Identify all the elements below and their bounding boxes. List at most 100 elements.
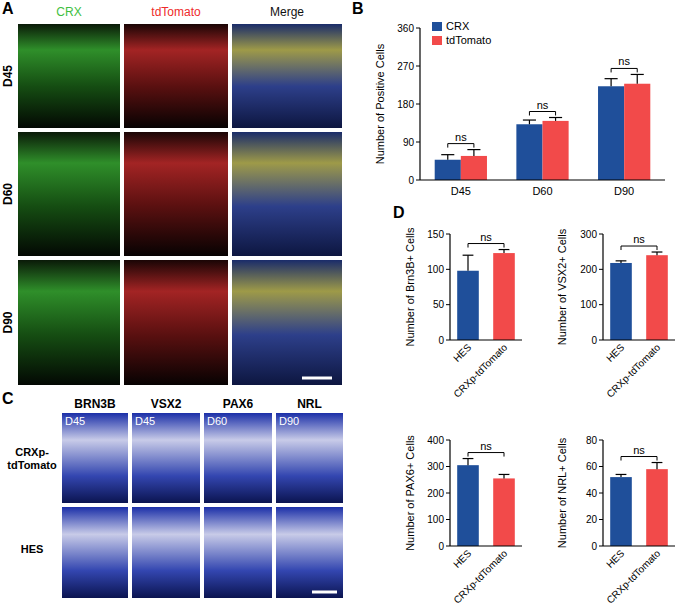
error-bar	[549, 118, 562, 121]
x-tick-label: D90	[614, 185, 634, 197]
y-tick	[446, 234, 450, 235]
column-header: VSX2	[151, 397, 182, 411]
significance-label: ns	[480, 440, 492, 452]
error-bar-stem	[529, 120, 530, 124]
bar	[516, 124, 542, 180]
micrograph	[18, 260, 120, 385]
error-bar-cap	[652, 462, 663, 463]
significance-label: ns	[633, 233, 645, 245]
y-tick	[446, 440, 450, 441]
x-axis	[603, 545, 675, 546]
y-tick	[599, 340, 603, 341]
y-tick-label: 0	[591, 541, 597, 552]
y-tick-label: 0	[438, 335, 444, 346]
plot-area	[610, 463, 668, 546]
micrograph	[232, 132, 342, 256]
column-header: NRL	[297, 397, 322, 411]
x-tick-label: HES	[604, 547, 627, 570]
error-bar-cap	[631, 74, 644, 75]
y-tick	[599, 493, 603, 494]
error-bar	[652, 252, 663, 255]
y-axis	[449, 234, 450, 340]
bar	[457, 271, 479, 340]
error-bar	[605, 79, 618, 87]
error-bar-stem	[637, 74, 638, 83]
y-tick-label: 200	[580, 264, 597, 275]
error-bar-stem	[656, 463, 657, 470]
y-tick	[599, 269, 603, 270]
y-tick	[416, 180, 420, 181]
panel-label: D	[393, 204, 405, 221]
micrograph	[276, 413, 343, 503]
row-label-part: tdTomato	[7, 459, 57, 471]
error-bar	[616, 261, 627, 263]
micrograph	[204, 507, 272, 598]
significance-bracket	[468, 244, 504, 248]
bar	[493, 478, 515, 546]
significance-bracket	[621, 246, 657, 250]
stage-label: D45	[65, 415, 85, 427]
y-tick-label: 270	[397, 61, 414, 72]
bar	[598, 86, 624, 180]
micrograph	[124, 132, 228, 256]
y-tick	[599, 234, 603, 235]
significance-bracket	[468, 453, 504, 457]
significance-label: ns	[618, 55, 630, 67]
y-tick-label: 100	[427, 514, 444, 525]
error-bar-stem	[447, 155, 448, 160]
y-tick-label: 20	[586, 514, 598, 525]
x-axis	[450, 545, 522, 546]
bar	[610, 477, 632, 546]
y-tick	[446, 304, 450, 305]
error-bar-cap	[616, 260, 627, 261]
row-label: D60	[1, 183, 15, 205]
y-tick	[599, 304, 603, 305]
error-bar-cap	[467, 149, 480, 150]
y-axis-label: Number of NRL+ Cells	[556, 437, 568, 548]
panel-label: C	[2, 390, 14, 407]
row-label: D45	[1, 65, 15, 87]
x-tick-label: CRXp-tdTomato	[451, 547, 509, 605]
bar	[624, 84, 650, 180]
x-tick-label: HES	[604, 341, 627, 364]
y-tick	[446, 466, 450, 467]
x-tick-label: D45	[451, 185, 471, 197]
y-tick	[599, 466, 603, 467]
bar	[435, 160, 461, 180]
error-bar-cap	[499, 474, 510, 475]
y-tick	[446, 546, 450, 547]
panel-label: B	[352, 0, 364, 17]
y-tick-label: 400	[427, 435, 444, 446]
error-bar	[616, 474, 627, 477]
error-bar-cap	[652, 251, 663, 252]
x-axis	[603, 339, 675, 340]
error-bar-cap	[616, 474, 627, 475]
error-bar-cap	[441, 154, 454, 155]
y-tick-label: 180	[397, 99, 414, 110]
plot-area	[457, 250, 515, 340]
row-label: CRXp-tdTomato	[7, 446, 57, 471]
significance-label: ns	[537, 99, 549, 111]
plot-area	[610, 252, 668, 340]
plot-area	[435, 74, 651, 180]
scale-bar	[302, 377, 332, 380]
micrograph	[18, 132, 120, 256]
y-tick-label: 0	[438, 541, 444, 552]
x-tick-label: CRXp-tdTomato	[604, 341, 662, 399]
error-bar	[652, 463, 663, 470]
stage-label: D60	[207, 415, 227, 427]
significance-label: ns	[480, 231, 492, 243]
error-bar-cap	[523, 119, 536, 120]
micrograph	[204, 413, 272, 503]
significance-label: ns	[455, 131, 467, 143]
column-header: tdTomato	[151, 5, 201, 19]
y-tick	[446, 519, 450, 520]
y-tick-label: 300	[580, 229, 597, 240]
y-axis-label: Number of Brn3B+ Cells	[404, 227, 416, 346]
y-tick-label: 300	[427, 461, 444, 472]
y-tick	[416, 104, 420, 105]
significance-bracket	[529, 112, 555, 116]
row-label: D90	[1, 311, 15, 333]
stage-label: D90	[279, 415, 299, 427]
error-bar	[467, 150, 480, 156]
